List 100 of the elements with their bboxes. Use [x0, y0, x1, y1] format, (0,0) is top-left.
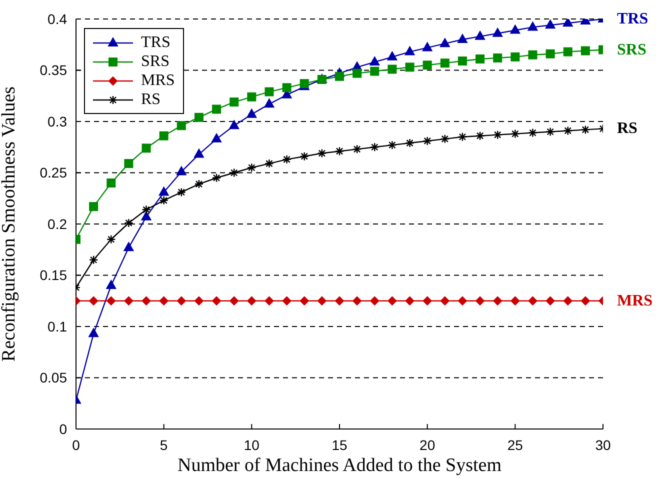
- point: [458, 296, 467, 306]
- point: [264, 98, 274, 108]
- point: [476, 296, 485, 306]
- y-tick-label: 0.25: [40, 164, 68, 181]
- point: [300, 296, 309, 306]
- point: [194, 148, 204, 158]
- point: [124, 159, 134, 168]
- y-tick-label: 0.15: [40, 267, 68, 284]
- x-tick-label: 30: [595, 436, 611, 453]
- point: [282, 296, 292, 306]
- point: [493, 53, 502, 62]
- point: [88, 328, 99, 338]
- point: [317, 296, 326, 306]
- point: [352, 296, 362, 306]
- point: [475, 30, 486, 40]
- x-tick-label: 15: [332, 436, 348, 453]
- point: [176, 166, 186, 176]
- point: [546, 127, 555, 136]
- point: [493, 296, 502, 306]
- point: [458, 56, 467, 66]
- point: [194, 179, 204, 189]
- x-tick-label: 5: [160, 436, 168, 453]
- y-tick-label: 0.4: [48, 10, 68, 27]
- point: [528, 50, 538, 60]
- point: [510, 52, 520, 62]
- x-tick-label: 20: [420, 436, 436, 453]
- y-tick-label: 0.05: [40, 370, 68, 386]
- point: [528, 128, 538, 138]
- point: [405, 296, 414, 306]
- point: [422, 60, 432, 70]
- point: [247, 296, 256, 306]
- point: [335, 296, 344, 306]
- y-tick-label: 0: [59, 420, 68, 437]
- point: [141, 211, 152, 220]
- point: [264, 296, 274, 306]
- point: [142, 144, 151, 153]
- point: [440, 58, 450, 68]
- point: [106, 296, 116, 306]
- point: [88, 255, 98, 264]
- point: [440, 296, 450, 306]
- point: [475, 131, 485, 140]
- point: [422, 296, 432, 306]
- point: [476, 54, 485, 64]
- legend-label: SRS: [141, 52, 170, 70]
- point: [546, 296, 555, 306]
- point: [142, 205, 151, 214]
- point: [159, 196, 168, 206]
- point: [493, 130, 502, 140]
- point: [124, 242, 134, 252]
- text: TRS: [617, 10, 648, 28]
- point: [352, 68, 362, 78]
- point: [212, 296, 222, 306]
- x-tick-label: 10: [244, 436, 260, 453]
- point: [458, 132, 468, 142]
- point: [247, 163, 256, 172]
- point: [230, 98, 239, 107]
- y-tick-label: 0.3: [48, 113, 68, 130]
- point: [457, 34, 468, 43]
- point: [264, 158, 274, 168]
- point: [124, 218, 134, 228]
- point: [212, 133, 222, 142]
- point: [246, 108, 257, 118]
- point: [158, 186, 169, 196]
- point: [176, 121, 186, 130]
- point: [335, 72, 344, 81]
- point: [388, 140, 397, 150]
- point: [282, 154, 292, 164]
- text: RS: [617, 120, 638, 138]
- x-tick-label: 0: [72, 436, 80, 453]
- y-tick-label: 0.2: [48, 216, 68, 232]
- point: [106, 280, 116, 289]
- point: [528, 296, 538, 306]
- point: [212, 104, 222, 114]
- point: [404, 46, 415, 56]
- point: [300, 152, 309, 161]
- point: [492, 28, 503, 37]
- point: [159, 131, 168, 140]
- y-tick-label: 0.1: [48, 318, 68, 334]
- point: [440, 134, 450, 144]
- point: [106, 234, 116, 244]
- point: [194, 112, 204, 122]
- point: [580, 125, 590, 134]
- point: [370, 296, 380, 306]
- point: [106, 178, 116, 188]
- point: [89, 296, 98, 306]
- point: [545, 20, 556, 29]
- point: [388, 296, 397, 306]
- point: [142, 296, 151, 306]
- point: [387, 51, 398, 60]
- point: [230, 296, 239, 306]
- y-axis-title: Reconfiguration Smoothness Values: [0, 86, 20, 362]
- text: SRS: [617, 41, 646, 58]
- point: [405, 62, 414, 72]
- point: [510, 24, 520, 34]
- point: [388, 64, 397, 74]
- legend-label: MRS: [141, 72, 175, 90]
- point: [159, 296, 168, 306]
- point: [422, 136, 432, 146]
- point: [580, 296, 590, 306]
- point: [440, 38, 450, 48]
